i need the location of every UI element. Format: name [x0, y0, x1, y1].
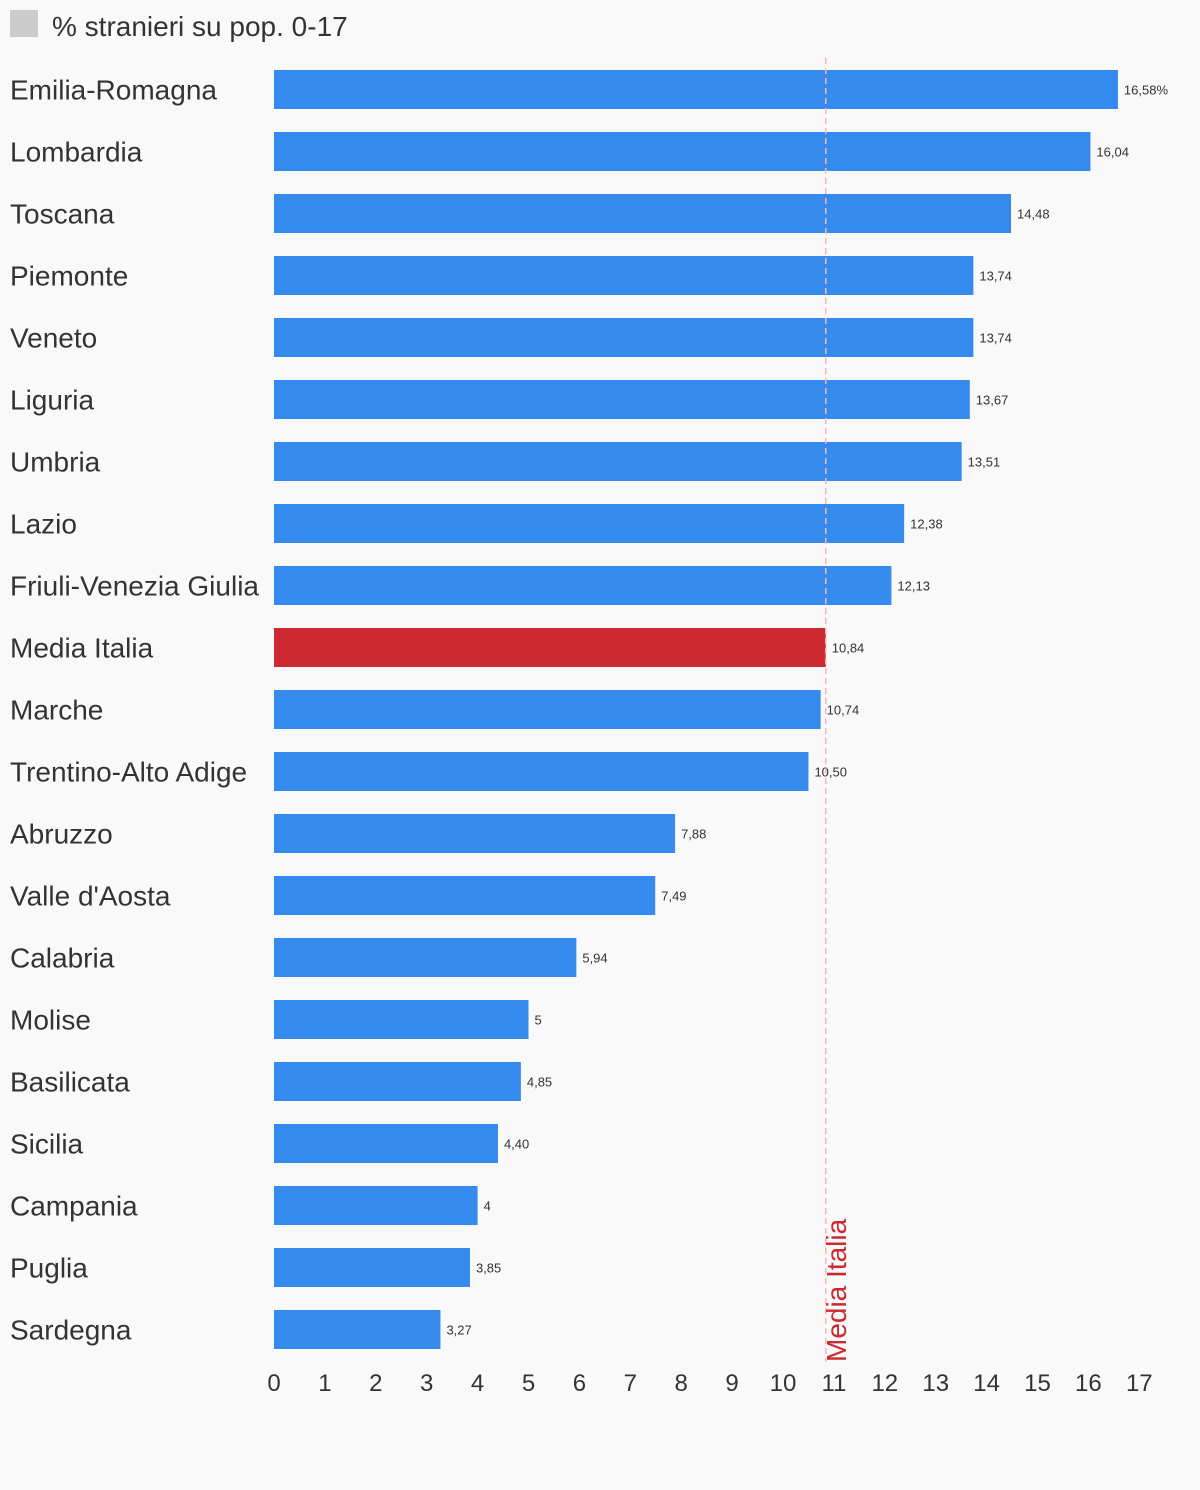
category-label: Marche [10, 695, 103, 726]
x-tick-label: 8 [675, 1370, 688, 1397]
bar [274, 132, 1091, 171]
bar [274, 814, 676, 853]
x-tick-label: 2 [369, 1370, 382, 1397]
category-label: Emilia-Romagna [10, 75, 217, 106]
value-label: 13,67 [976, 393, 1009, 408]
value-label: 13,74 [979, 269, 1012, 284]
x-tick-label: 17 [1126, 1370, 1153, 1397]
category-label: Lazio [10, 509, 77, 540]
value-label: 3,27 [446, 1323, 471, 1338]
bar [274, 504, 905, 543]
value-label: 16,04 [1096, 145, 1129, 160]
x-tick-label: 1 [318, 1370, 331, 1397]
x-axis: 0 1 2 3 4 5 6 7 8 9 10 11 12 13 14 15 16 17 [267, 1370, 1152, 1397]
x-tick-label: 14 [973, 1370, 1000, 1397]
value-label: 4 [484, 1199, 491, 1214]
category-label: Sicilia [10, 1129, 84, 1160]
category-label: Friuli-Venezia Giulia [10, 571, 259, 602]
x-tick-label: 3 [420, 1370, 433, 1397]
value-label: 10,50 [814, 765, 847, 780]
bar [274, 256, 974, 295]
bar [274, 1000, 529, 1039]
category-label: Campania [10, 1191, 138, 1222]
bar [274, 1248, 470, 1287]
bar [274, 566, 892, 605]
value-label: 13,74 [979, 331, 1012, 346]
value-label: 13,51 [968, 455, 1001, 470]
value-label: 5,94 [582, 951, 607, 966]
category-label: Molise [10, 1005, 91, 1036]
bar [274, 1124, 498, 1163]
value-label: 14,48 [1017, 207, 1050, 222]
bar [274, 876, 656, 915]
x-tick-label: 13 [922, 1370, 949, 1397]
category-label: Valle d'Aosta [10, 881, 171, 912]
bar [274, 318, 974, 357]
category-label: Umbria [10, 447, 101, 478]
x-tick-label: 11 [821, 1370, 846, 1397]
category-label: Calabria [10, 943, 115, 974]
category-label: Media Italia [10, 633, 154, 664]
category-label: Basilicata [10, 1067, 130, 1098]
reference-line-group: Media Italia [821, 58, 852, 1362]
value-label: 10,74 [827, 703, 860, 718]
category-label: Veneto [10, 323, 97, 354]
value-label: 4,85 [527, 1075, 552, 1090]
bar [274, 1186, 478, 1225]
reference-line-label: Media Italia [821, 1218, 852, 1362]
category-label: Liguria [10, 385, 94, 416]
category-label: Piemonte [10, 261, 128, 292]
legend-swatch [10, 10, 38, 37]
value-label: 12,38 [910, 517, 943, 532]
bar [274, 1310, 441, 1349]
bar [274, 1062, 521, 1101]
bar [274, 442, 962, 481]
x-tick-label: 0 [267, 1370, 280, 1397]
bar-highlight [274, 628, 826, 667]
x-tick-label: 10 [770, 1370, 797, 1397]
category-label: Toscana [10, 199, 115, 230]
value-label: 12,13 [897, 579, 930, 594]
bar [274, 752, 809, 791]
legend-label: % stranieri su pop. 0-17 [52, 11, 348, 42]
value-label: 5 [535, 1013, 542, 1028]
x-tick-label: 16 [1075, 1370, 1102, 1397]
value-label: 10,84 [832, 641, 865, 656]
x-tick-label: 4 [471, 1370, 484, 1397]
bars-group: Emilia-Romagna 16,58% Lombardia 16,04 Toscan… [10, 70, 1168, 1349]
x-tick-label: 12 [871, 1370, 898, 1397]
bar [274, 690, 821, 729]
x-tick-label: 15 [1024, 1370, 1051, 1397]
category-label: Lombardia [10, 137, 143, 168]
bar [274, 194, 1012, 233]
value-label: 7,88 [681, 827, 706, 842]
category-label: Trentino-Alto Adige [10, 757, 247, 788]
bar [274, 70, 1118, 109]
category-label: Puglia [10, 1253, 88, 1284]
x-tick-label: 6 [573, 1370, 586, 1397]
value-label: 16,58% [1124, 83, 1169, 98]
bar [274, 938, 577, 977]
x-tick-label: 5 [522, 1370, 535, 1397]
value-label: 3,85 [476, 1261, 501, 1276]
x-tick-label: 7 [624, 1370, 637, 1397]
value-label: 4,40 [504, 1137, 529, 1152]
category-label: Sardegna [10, 1315, 132, 1346]
bar [274, 380, 970, 419]
category-label: Abruzzo [10, 819, 113, 850]
value-label: 7,49 [661, 889, 686, 904]
x-tick-label: 9 [725, 1370, 738, 1397]
